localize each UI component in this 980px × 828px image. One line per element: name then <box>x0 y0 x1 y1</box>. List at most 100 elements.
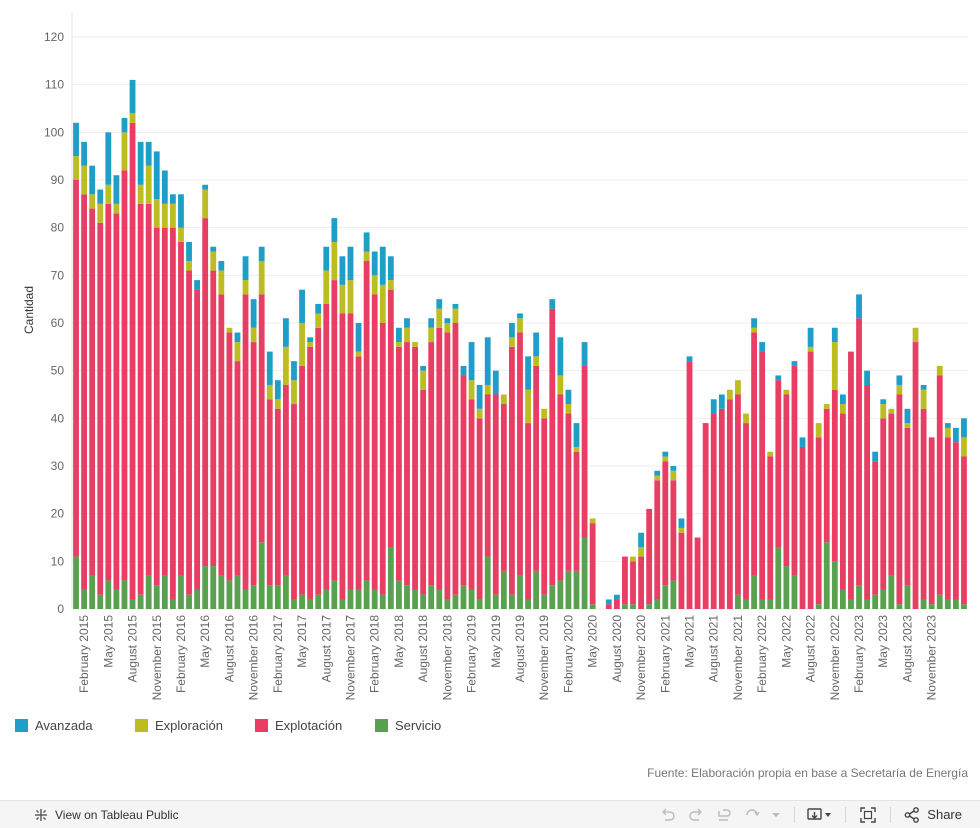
bar-segment-avanzada[interactable] <box>387 256 394 281</box>
bar-segment-servicio[interactable] <box>363 580 370 609</box>
bar-segment-avanzada[interactable] <box>872 451 879 462</box>
bar-segment-explotacin[interactable] <box>460 375 467 586</box>
bar-segment-avanzada[interactable] <box>775 375 782 381</box>
bar-segment-servicio[interactable] <box>823 542 830 609</box>
bar-segment-explotacin[interactable] <box>97 222 104 595</box>
bar-segment-explotacin[interactable] <box>315 327 322 595</box>
bar-segment-exploracin[interactable] <box>299 323 305 366</box>
bar-segment-exploracin[interactable] <box>347 280 354 314</box>
bar-segment-servicio[interactable] <box>428 585 435 609</box>
bar-segment-exploracin[interactable] <box>436 308 443 328</box>
bar-segment-servicio[interactable] <box>460 585 467 609</box>
bar-segment-avanzada[interactable] <box>710 399 717 414</box>
bar-segment-exploracin[interactable] <box>444 323 451 333</box>
bar-segment-explotacin[interactable] <box>210 270 217 567</box>
bar-segment-exploracin[interactable] <box>839 404 846 414</box>
bar-segment-servicio[interactable] <box>307 599 314 609</box>
bar-segment-explotacin[interactable] <box>347 313 354 590</box>
bar-segment-explotacin[interactable] <box>856 318 862 586</box>
bar-segment-servicio[interactable] <box>194 589 201 609</box>
bar-segment-explotacin[interactable] <box>678 532 685 609</box>
bar-segment-explotacin[interactable] <box>444 332 451 600</box>
bar-segment-exploracin[interactable] <box>880 404 887 419</box>
bar-segment-explotacin[interactable] <box>517 332 523 576</box>
bar-segment-exploracin[interactable] <box>509 337 515 347</box>
bar-segment-avanzada[interactable] <box>363 232 370 252</box>
bar-segment-avanzada[interactable] <box>404 318 410 328</box>
bar-segment-explotacin[interactable] <box>533 365 540 571</box>
revert-button[interactable] <box>710 801 738 828</box>
bar-segment-exploracin[interactable] <box>912 327 919 343</box>
bar-segment-explotacin[interactable] <box>476 418 483 600</box>
bar-segment-avanzada[interactable] <box>331 218 338 242</box>
bar-segment-exploracin[interactable] <box>638 547 644 557</box>
bar-segment-servicio[interactable] <box>944 599 951 609</box>
bar-segment-avanzada[interactable] <box>291 361 297 381</box>
bar-segment-servicio[interactable] <box>928 604 935 609</box>
bar-segment-exploracin[interactable] <box>904 423 911 428</box>
bar-segment-explotacin[interactable] <box>484 394 491 557</box>
bar-segment-explotacin[interactable] <box>202 218 209 567</box>
bar-segment-avanzada[interactable] <box>492 370 499 395</box>
bar-segment-exploracin[interactable] <box>186 261 192 271</box>
bar-segment-avanzada[interactable] <box>436 299 443 309</box>
bar-segment-exploracin[interactable] <box>420 370 427 390</box>
bar-segment-servicio[interactable] <box>920 599 927 609</box>
bar-segment-exploracin[interactable] <box>331 241 338 281</box>
bar-segment-avanzada[interactable] <box>73 122 79 157</box>
bar-segment-exploracin[interactable] <box>533 356 540 366</box>
bar-segment-avanzada[interactable] <box>283 318 289 347</box>
bar-segment-exploracin[interactable] <box>161 203 168 228</box>
bar-segment-explotacin[interactable] <box>355 356 362 590</box>
bar-segment-servicio[interactable] <box>105 580 112 609</box>
bar-segment-explotacin[interactable] <box>694 537 701 610</box>
bar-segment-explotacin[interactable] <box>759 351 766 600</box>
bar-segment-avanzada[interactable] <box>428 318 435 328</box>
bar-segment-servicio[interactable] <box>791 575 798 609</box>
bar-segment-explotacin[interactable] <box>630 561 636 605</box>
bar-segment-servicio[interactable] <box>533 570 540 609</box>
bar-segment-servicio[interactable] <box>880 589 887 609</box>
bar-segment-exploracin[interactable] <box>468 380 475 400</box>
bar-segment-servicio[interactable] <box>630 604 636 609</box>
bar-segment-avanzada[interactable] <box>266 351 273 385</box>
bar-segment-exploracin[interactable] <box>89 194 96 209</box>
bar-segment-servicio[interactable] <box>896 604 903 609</box>
bar-segment-avanzada[interactable] <box>97 189 104 204</box>
bar-segment-avanzada[interactable] <box>662 451 669 457</box>
bar-segment-avanzada[interactable] <box>759 342 766 352</box>
bar-segment-explotacin[interactable] <box>258 294 265 543</box>
bar-segment-servicio[interactable] <box>856 585 862 609</box>
bar-segment-servicio[interactable] <box>872 594 879 609</box>
bar-segment-explotacin[interactable] <box>194 289 201 590</box>
bar-segment-avanzada[interactable] <box>444 318 451 323</box>
pause-dropdown-button[interactable] <box>766 801 786 828</box>
bar-segment-explotacin[interactable] <box>581 365 588 538</box>
bar-segment-avanzada[interactable] <box>145 141 152 166</box>
bar-segment-explotacin[interactable] <box>363 261 370 581</box>
bar-segment-servicio[interactable] <box>743 599 749 609</box>
bar-segment-exploracin[interactable] <box>678 527 685 533</box>
bar-segment-servicio[interactable] <box>622 604 628 609</box>
bar-segment-servicio[interactable] <box>137 594 144 609</box>
bar-segment-explotacin[interactable] <box>436 327 443 590</box>
bar-segment-explotacin[interactable] <box>404 342 410 586</box>
bar-segment-servicio[interactable] <box>936 594 943 609</box>
bar-segment-exploracin[interactable] <box>339 284 346 314</box>
bar-segment-servicio[interactable] <box>888 575 895 609</box>
bar-segment-explotacin[interactable] <box>113 213 120 590</box>
bar-segment-avanzada[interactable] <box>420 365 427 371</box>
bar-segment-exploracin[interactable] <box>751 327 757 333</box>
undo-button[interactable] <box>654 801 682 828</box>
bar-segment-avanzada[interactable] <box>807 327 814 347</box>
bar-segment-exploracin[interactable] <box>129 113 136 123</box>
bar-segment-explotacin[interactable] <box>888 413 895 576</box>
share-button[interactable]: Share <box>899 801 966 828</box>
bar-segment-servicio[interactable] <box>153 585 160 609</box>
bar-segment-exploracin[interactable] <box>726 389 733 400</box>
bar-segment-explotacin[interactable] <box>121 170 128 581</box>
bar-segment-servicio[interactable] <box>113 589 120 609</box>
download-button[interactable] <box>803 801 837 828</box>
bar-segment-avanzada[interactable] <box>274 380 281 400</box>
bar-segment-explotacin[interactable] <box>226 332 233 581</box>
